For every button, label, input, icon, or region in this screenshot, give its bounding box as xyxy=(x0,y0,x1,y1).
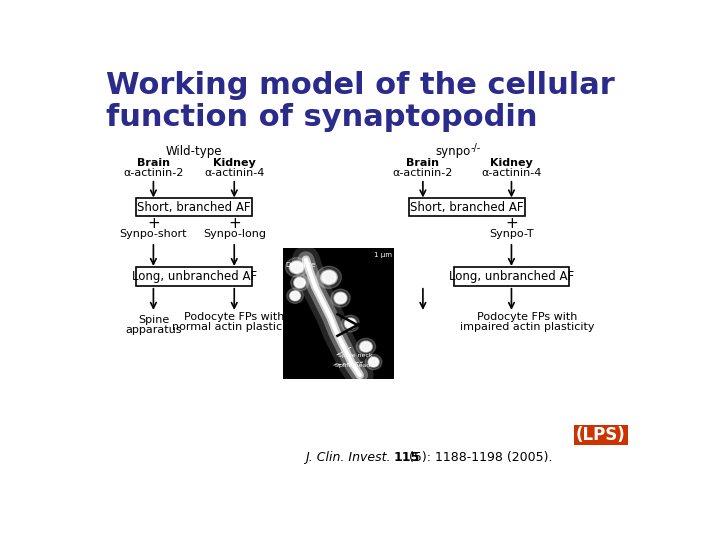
Text: (LPS): (LPS) xyxy=(576,426,626,444)
Ellipse shape xyxy=(334,292,347,304)
Text: J. Clin. Invest.: J. Clin. Invest. xyxy=(305,451,390,464)
Text: -/-: -/- xyxy=(471,143,481,153)
Ellipse shape xyxy=(322,271,336,284)
Text: Podocyte FPs with: Podocyte FPs with xyxy=(477,312,577,322)
Ellipse shape xyxy=(330,289,350,307)
Ellipse shape xyxy=(289,291,301,301)
FancyBboxPatch shape xyxy=(283,248,395,379)
Text: Spine neck: Spine neck xyxy=(338,353,373,359)
Text: +: + xyxy=(505,216,518,231)
FancyBboxPatch shape xyxy=(137,267,252,286)
Text: impaired actin plasticity: impaired actin plasticity xyxy=(459,322,594,332)
Ellipse shape xyxy=(369,358,378,366)
Text: Synpo-long: Synpo-long xyxy=(203,229,266,239)
Ellipse shape xyxy=(317,266,341,288)
Text: Kidney: Kidney xyxy=(213,158,256,168)
Ellipse shape xyxy=(286,258,307,277)
Text: apparatus: apparatus xyxy=(329,325,386,335)
Ellipse shape xyxy=(289,261,304,274)
Text: Wild-type: Wild-type xyxy=(166,145,222,158)
Text: Spine: Spine xyxy=(138,315,169,326)
Text: α-actinin-4: α-actinin-4 xyxy=(204,167,264,178)
Text: Kidney: Kidney xyxy=(490,158,533,168)
Text: α-actinin-4: α-actinin-4 xyxy=(481,167,541,178)
FancyBboxPatch shape xyxy=(574,425,628,445)
Text: Dendrite: Dendrite xyxy=(286,262,316,268)
Text: 1 μm: 1 μm xyxy=(374,252,392,258)
FancyBboxPatch shape xyxy=(409,198,525,217)
Text: +: + xyxy=(228,216,240,231)
Text: (5): 1188-1198 (2005).: (5): 1188-1198 (2005). xyxy=(409,451,552,464)
Text: synpo: synpo xyxy=(436,145,471,158)
Text: 115: 115 xyxy=(394,451,420,464)
Ellipse shape xyxy=(361,342,372,351)
Text: Synpo-T: Synpo-T xyxy=(489,229,534,239)
Text: Short, branched AF: Short, branched AF xyxy=(410,201,523,214)
Ellipse shape xyxy=(365,354,382,370)
Ellipse shape xyxy=(294,278,305,287)
Ellipse shape xyxy=(368,357,379,367)
Ellipse shape xyxy=(341,315,359,332)
Ellipse shape xyxy=(290,292,300,300)
Ellipse shape xyxy=(290,262,303,273)
Text: Spine: Spine xyxy=(342,315,373,326)
Ellipse shape xyxy=(359,341,372,352)
Ellipse shape xyxy=(346,319,356,328)
Text: Long, unbranched AF: Long, unbranched AF xyxy=(132,270,257,283)
Text: normal actin plasticity: normal actin plasticity xyxy=(172,322,297,332)
Ellipse shape xyxy=(344,318,356,329)
Ellipse shape xyxy=(320,270,337,285)
Text: Long, unbranched AF: Long, unbranched AF xyxy=(449,270,574,283)
Text: Working model of the cellular
function of synaptopodin: Working model of the cellular function o… xyxy=(106,71,614,132)
FancyBboxPatch shape xyxy=(454,267,570,286)
FancyBboxPatch shape xyxy=(137,198,252,217)
Ellipse shape xyxy=(335,293,346,303)
Text: Spine head: Spine head xyxy=(335,363,370,368)
Text: α-actinin-2: α-actinin-2 xyxy=(123,167,184,178)
Text: Podocyte FPs with: Podocyte FPs with xyxy=(184,312,284,322)
Text: +: + xyxy=(147,216,160,231)
Ellipse shape xyxy=(287,288,303,303)
Text: Short, branched AF: Short, branched AF xyxy=(138,201,251,214)
Text: apparatus: apparatus xyxy=(125,325,181,335)
Text: α-actinin-2: α-actinin-2 xyxy=(392,167,453,178)
Ellipse shape xyxy=(356,338,376,355)
Text: Brain: Brain xyxy=(137,158,170,168)
Ellipse shape xyxy=(291,274,309,291)
Text: Synpo-short: Synpo-short xyxy=(120,229,187,239)
Text: Brain: Brain xyxy=(406,158,439,168)
Ellipse shape xyxy=(294,277,306,288)
